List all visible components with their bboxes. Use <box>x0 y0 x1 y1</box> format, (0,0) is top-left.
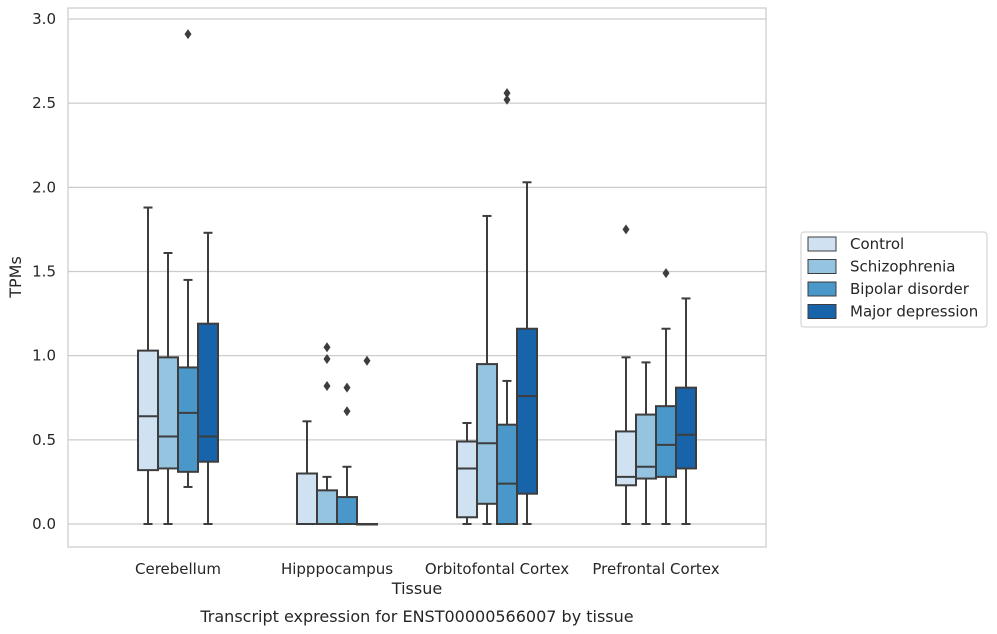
outlier-point <box>662 268 670 279</box>
box-body <box>635 413 657 480</box>
box-schizophrenia <box>476 214 498 525</box>
box-body <box>655 405 677 478</box>
box-bipolar-disorder <box>336 382 358 526</box>
x-tick-labels: Cerebellum Hipppocampus Orbitofontal Corte… <box>135 560 720 578</box>
legend: Control Schizophrenia Bipolar disorder Majo… <box>800 231 988 328</box>
box-bipolar-disorder <box>177 29 199 488</box>
y-tick-label: 2.5 <box>32 94 56 112</box>
y-tick-labels: 0.0 0.5 1.0 1.5 2.0 2.5 3.0 <box>32 10 56 533</box>
plot-frame <box>67 7 767 548</box>
box-body <box>296 472 318 525</box>
legend-label: Control <box>850 235 904 253</box>
y-tick-label: 0.0 <box>32 515 56 533</box>
box-body <box>197 322 219 463</box>
box-body <box>316 489 338 526</box>
x-tick-label: Orbitofontal Cortex <box>425 560 569 578</box>
outlier-point <box>503 94 511 105</box>
box-control <box>137 206 159 525</box>
box-body <box>675 386 697 470</box>
box-schizophrenia <box>316 342 338 526</box>
chart-caption: Transcript expression for ENST0000056600… <box>199 607 633 626</box>
legend-label: Major depression <box>850 303 978 321</box>
box-body <box>177 366 199 473</box>
x-tick-label: Hipppocampus <box>281 560 393 578</box>
box-body <box>476 363 498 505</box>
outlier-point <box>343 406 351 417</box>
box-body <box>137 349 159 472</box>
box-control <box>296 420 318 525</box>
box-major-depression <box>197 231 219 525</box>
outlier-point <box>184 29 192 40</box>
box-bipolar-disorder <box>496 88 518 525</box>
box-body <box>157 356 179 470</box>
outlier-point <box>503 88 511 99</box>
legend-swatch <box>807 281 837 297</box>
box-body <box>456 440 478 519</box>
box-schizophrenia <box>635 361 657 525</box>
outlier-point <box>363 355 371 366</box>
legend-swatch <box>807 236 837 252</box>
box-body <box>496 423 518 525</box>
box-major-depression <box>516 181 538 525</box>
x-tick-label: Cerebellum <box>135 560 221 578</box>
y-axis-title: TPMs <box>6 256 25 299</box>
y-tick-label: 1.5 <box>32 263 56 281</box>
box-major-depression <box>675 297 697 525</box>
x-axis-title: Tissue <box>391 579 442 598</box>
legend-frame <box>800 231 988 328</box>
box-schizophrenia <box>157 251 179 525</box>
legend-swatch <box>807 304 837 319</box>
outlier-point <box>323 380 331 391</box>
y-tick-label: 0.5 <box>32 431 56 449</box>
outlier-point <box>323 342 331 353</box>
y-tick-label: 1.0 <box>32 347 56 365</box>
box-bipolar-disorder <box>655 268 677 525</box>
legend-swatch <box>807 259 837 274</box>
legend-label: Bipolar disorder <box>850 280 970 298</box>
y-tick-label: 3.0 <box>32 10 56 28</box>
outlier-point <box>622 224 630 235</box>
y-tick-label: 2.0 <box>32 178 56 196</box>
box-body <box>336 496 358 526</box>
box-control <box>615 224 637 525</box>
box-major-depression <box>356 355 378 526</box>
box-control <box>456 422 478 525</box>
legend-label: Schizophrenia <box>850 258 955 276</box>
boxes <box>137 29 697 526</box>
box-body <box>516 327 538 495</box>
x-tick-label: Prefrontal Cortex <box>592 560 719 578</box>
outlier-point <box>343 382 351 393</box>
outlier-point <box>323 354 331 365</box>
